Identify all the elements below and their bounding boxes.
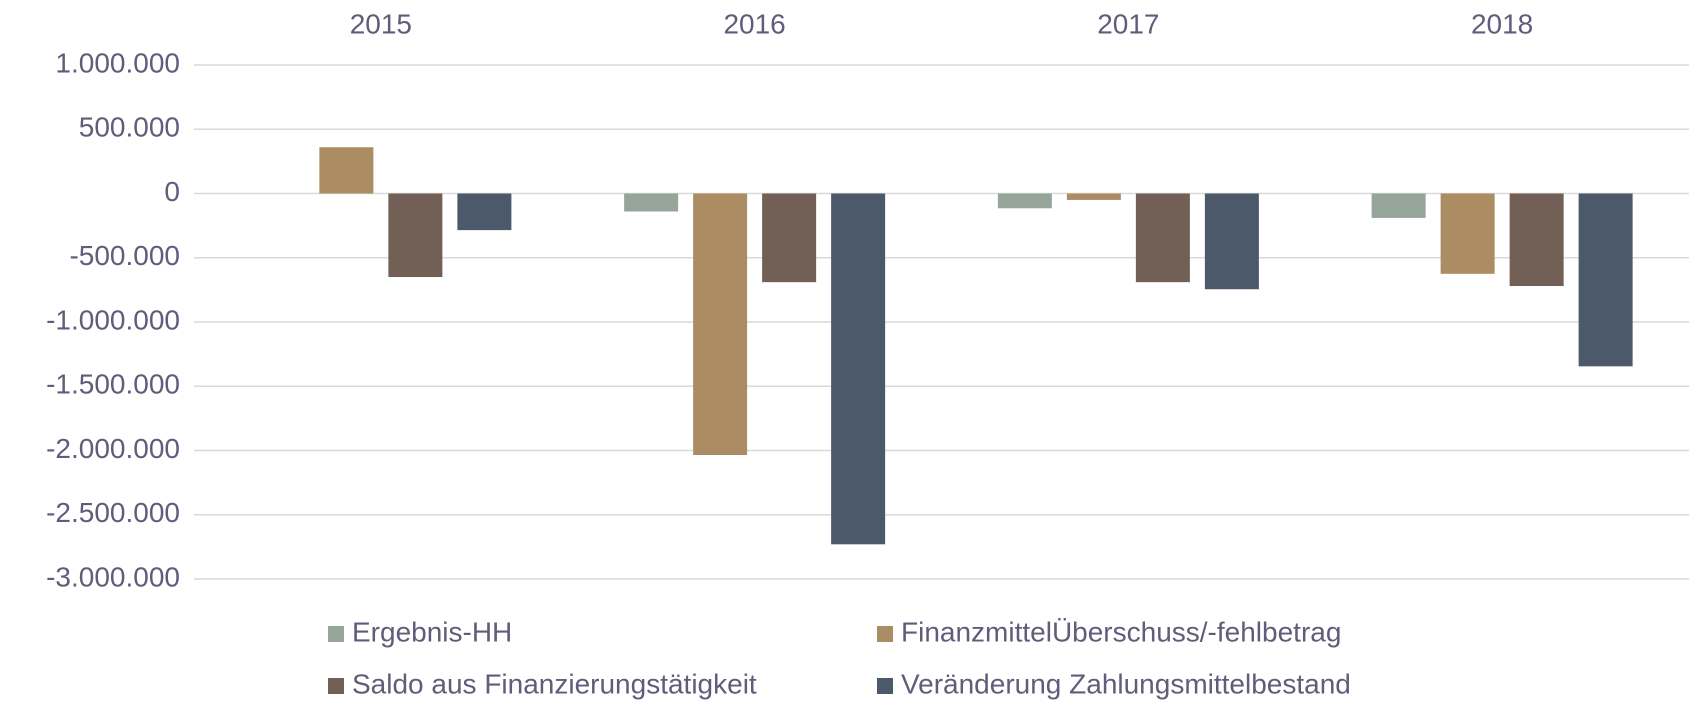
y-tick-label: -1.500.000 [46,369,180,400]
y-tick-label: -2.000.000 [46,433,180,464]
bar [831,193,886,545]
bar [1440,193,1495,274]
y-tick-label: 1.000.000 [55,47,180,78]
x-tick-label: 2017 [1097,8,1159,39]
bar [997,193,1052,209]
x-tick-label: 2018 [1471,8,1533,39]
legend-swatch [328,678,344,694]
legend-swatch [328,626,344,642]
y-tick-label: 0 [164,176,180,207]
legend-label: Saldo aus Finanzierungstätigkeit [352,668,757,699]
y-tick-label: -3.000.000 [46,561,180,592]
y-tick-label: -500.000 [69,240,180,271]
legend-label: FinanzmittelÜberschuss/-fehlbetrag [901,616,1341,647]
bar [319,147,374,194]
legend-label: Ergebnis-HH [352,616,512,647]
x-tick-label: 2015 [350,8,412,39]
bar [762,193,817,283]
bar [1371,193,1426,218]
legend-label: Veränderung Zahlungsmittelbestand [901,668,1351,699]
bar [624,193,679,212]
bar [1578,193,1633,367]
bar [1135,193,1190,283]
bar [1204,193,1259,290]
bar [1066,193,1121,200]
bar [693,193,748,455]
y-tick-label: -2.500.000 [46,497,180,528]
bar [1509,193,1564,287]
y-tick-label: 500.000 [79,112,180,143]
legend-swatch [877,626,893,642]
x-tick-label: 2016 [723,8,785,39]
bar [388,193,443,278]
legend-swatch [877,678,893,694]
y-tick-label: -1.000.000 [46,304,180,335]
bar [457,193,512,231]
